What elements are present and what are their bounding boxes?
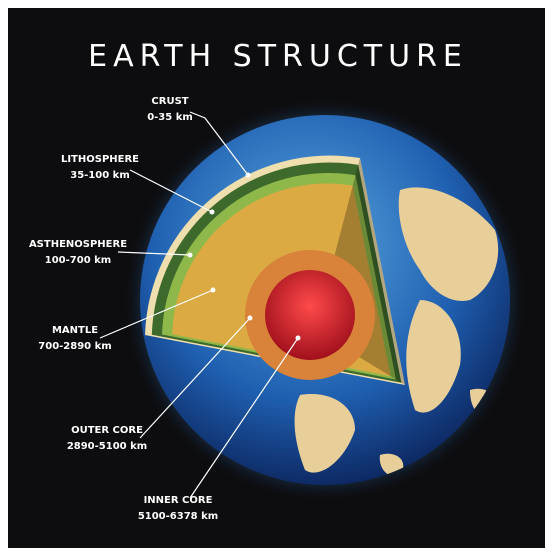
title: EARTH STRUCTURE [88, 39, 468, 74]
layer-name: ASTHENOSPHERE [29, 239, 127, 250]
layer-range: 100-700 km [45, 255, 111, 266]
earth [120, 95, 530, 505]
layer-range: 2890-5100 km [67, 441, 147, 452]
layer-name: CRUST [151, 96, 188, 107]
cutaway [145, 155, 405, 385]
layer-range: 0-35 km [147, 112, 193, 123]
leader-lines [99, 111, 301, 499]
layer-name: OUTER CORE [71, 425, 143, 436]
layer-name: MANTLE [52, 325, 98, 336]
labels: CRUST 0-35 km LITHOSPHERE 35-100 km ASTH… [29, 96, 218, 522]
layer-name: LITHOSPHERE [61, 154, 139, 165]
layer-range: 700-2890 km [38, 341, 111, 352]
layer-name: INNER CORE [144, 495, 213, 506]
layer-range: 5100-6378 km [138, 511, 218, 522]
layer-range: 35-100 km [70, 170, 130, 181]
